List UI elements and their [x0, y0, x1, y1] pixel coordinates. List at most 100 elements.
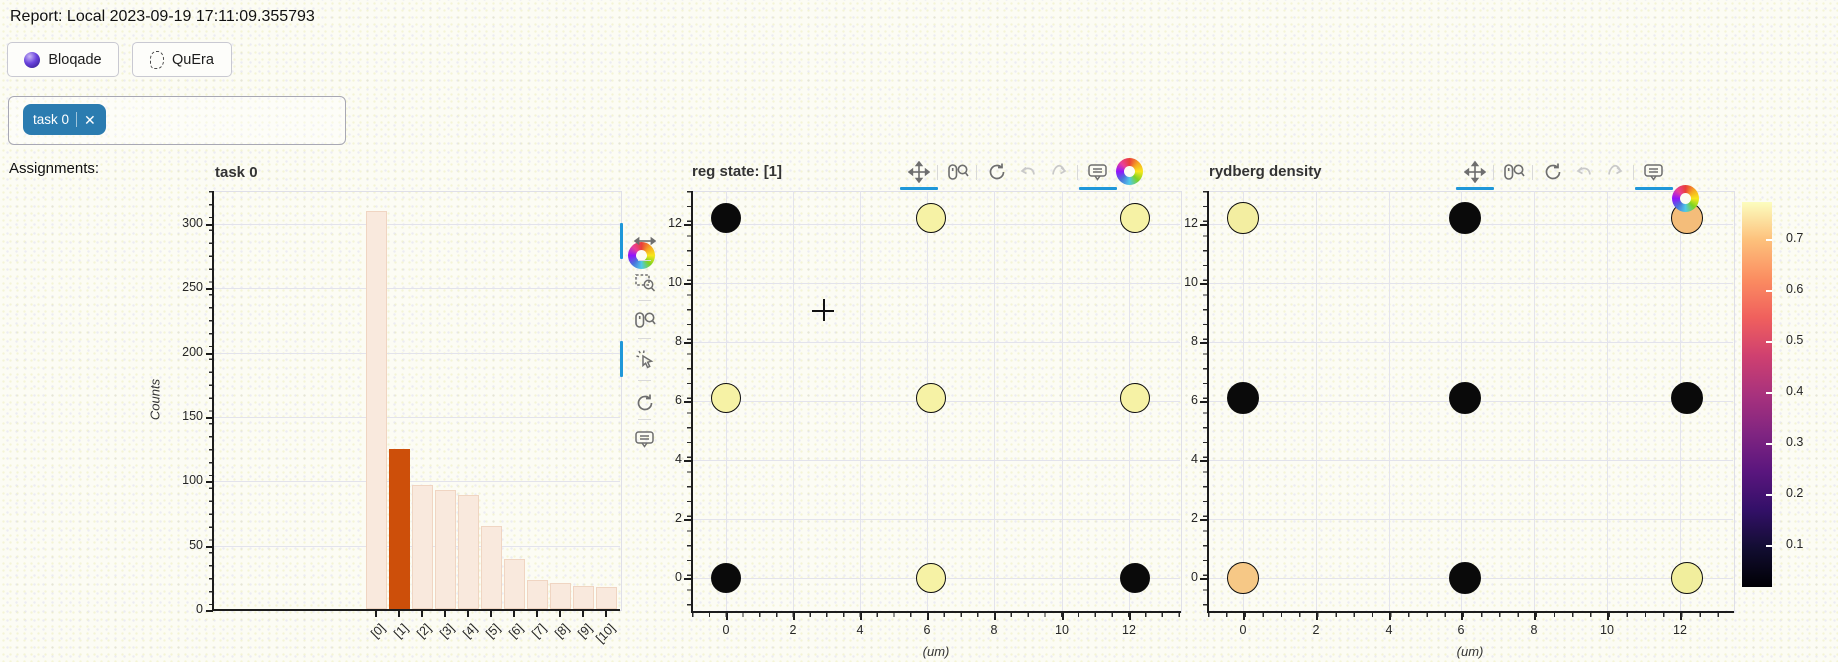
- redo-icon[interactable]: [1046, 160, 1072, 184]
- y-tick-label: 8: [675, 334, 682, 348]
- toolbar-separator: [638, 260, 651, 261]
- atom-site: [1671, 562, 1703, 594]
- x-tick-label: 6: [1457, 623, 1465, 637]
- gridline: [692, 519, 1180, 520]
- x-tick-label: [6]: [506, 621, 526, 641]
- x-tick-label: [5]: [483, 621, 503, 641]
- reset-icon[interactable]: [984, 160, 1010, 184]
- reset-icon[interactable]: [1540, 160, 1566, 184]
- histogram-bar: [526, 580, 548, 609]
- x-axis: [212, 609, 620, 611]
- x-tick-label: [7]: [529, 621, 549, 641]
- redo-icon[interactable]: [1602, 160, 1628, 184]
- colorbar-tick: [1766, 443, 1772, 445]
- x-tick-label: 2: [789, 623, 797, 637]
- x-tick: [421, 611, 423, 617]
- y-axis: [1207, 191, 1209, 613]
- x-tick: [467, 611, 469, 617]
- assignments-label: Assignments:: [9, 160, 100, 177]
- rydberg-title: rydberg density: [1209, 163, 1322, 180]
- x-tick-label: [0]: [368, 621, 388, 641]
- pan-icon[interactable]: [906, 160, 932, 184]
- histogram-bar: [388, 449, 410, 609]
- bokeh-logo-icon[interactable]: [1116, 158, 1143, 185]
- y-tick-label: 6: [1191, 393, 1198, 407]
- y-tick-label: 100: [182, 473, 203, 487]
- gridline: [1208, 283, 1733, 284]
- y-tick-label: 0: [196, 602, 203, 616]
- tab-quera[interactable]: QuEra: [132, 42, 232, 77]
- hover-icon[interactable]: [1085, 160, 1111, 184]
- active-tool-indicator: [1079, 187, 1117, 190]
- atom-site: [1449, 382, 1481, 414]
- histogram-title: task 0: [215, 164, 258, 181]
- x-tick: [490, 611, 492, 617]
- pan-icon[interactable]: [1462, 160, 1488, 184]
- chip-divider: [76, 112, 78, 127]
- toolbar-separator: [937, 165, 938, 180]
- y-tick-label: 150: [182, 409, 203, 423]
- gridline: [1208, 342, 1733, 343]
- atom-site: [1671, 382, 1703, 414]
- pan-x-icon[interactable]: [632, 229, 658, 253]
- colorbar-tick: [1766, 290, 1772, 292]
- close-icon[interactable]: ✕: [84, 111, 96, 128]
- hover-icon[interactable]: [632, 427, 658, 451]
- histogram-ylabel: Counts: [147, 378, 163, 421]
- y-minor-ticks: [209, 191, 213, 609]
- tab-bloqade[interactable]: Bloqade: [7, 42, 119, 77]
- toolbars-layer: [0, 0, 1838, 448]
- regstate-xlabel: (um): [922, 644, 950, 659]
- x-minor-ticks: [692, 613, 1180, 617]
- y-tick-label: 8: [1191, 334, 1198, 348]
- wheel-zoom-icon[interactable]: [1501, 160, 1527, 184]
- y-tick: [206, 610, 213, 612]
- x-tick-label: 2: [1312, 623, 1320, 637]
- hover-icon[interactable]: [1641, 160, 1667, 184]
- task-chip[interactable]: task 0 ✕: [23, 104, 106, 135]
- histogram-bar: [411, 485, 433, 609]
- bokeh-logo-icon[interactable]: [628, 242, 655, 269]
- x-tick-label: 4: [1385, 623, 1393, 637]
- y-tick-label: 2: [1191, 511, 1198, 525]
- wheel-zoom-icon[interactable]: [945, 160, 971, 184]
- active-tool-indicator: [620, 341, 623, 377]
- wheel-zoom-icon[interactable]: [632, 308, 658, 332]
- x-tick-label: 12: [1122, 623, 1136, 637]
- x-tick-label: [4]: [460, 621, 480, 641]
- tap-icon[interactable]: [632, 347, 658, 371]
- x-tick: [513, 611, 515, 617]
- x-axis: [1207, 611, 1734, 613]
- active-tool-indicator: [1635, 187, 1673, 190]
- atom-site: [1449, 562, 1481, 594]
- x-axis: [691, 611, 1181, 613]
- toolbar-separator: [976, 165, 977, 180]
- x-tick-label: [8]: [552, 621, 572, 641]
- histogram-bar: [595, 587, 617, 609]
- box-zoom-icon[interactable]: [632, 270, 658, 294]
- colorbar-tick: [1766, 545, 1772, 547]
- tab-quera-label: QuEra: [172, 51, 214, 68]
- undo-icon[interactable]: [1571, 160, 1597, 184]
- y-tick-label: 250: [182, 280, 203, 294]
- colorbar-tick-label: 0.3: [1786, 435, 1804, 449]
- y-tick-label: 10: [668, 275, 682, 289]
- gridline: [213, 353, 620, 354]
- bokeh-logo-icon[interactable]: [1672, 185, 1699, 212]
- atom-site: [711, 203, 741, 233]
- rydberg-xlabel: (um): [1456, 644, 1484, 659]
- undo-icon[interactable]: [1015, 160, 1041, 184]
- y-tick-label: 4: [1191, 452, 1198, 466]
- y-tick-label: 0: [675, 570, 682, 584]
- task-multiselect[interactable]: task 0 ✕: [8, 96, 346, 145]
- x-tick-label: 10: [1600, 623, 1614, 637]
- x-tick: [398, 611, 400, 617]
- x-tick-label: 4: [856, 623, 864, 637]
- x-tick: [605, 611, 607, 617]
- colorbar-tick-label: 0.7: [1786, 231, 1804, 245]
- reset-icon[interactable]: [632, 391, 658, 415]
- quera-logo-icon: [150, 50, 165, 69]
- x-tick: [444, 611, 446, 617]
- y-tick-label: 200: [182, 345, 203, 359]
- x-tick-label: [2]: [414, 621, 434, 641]
